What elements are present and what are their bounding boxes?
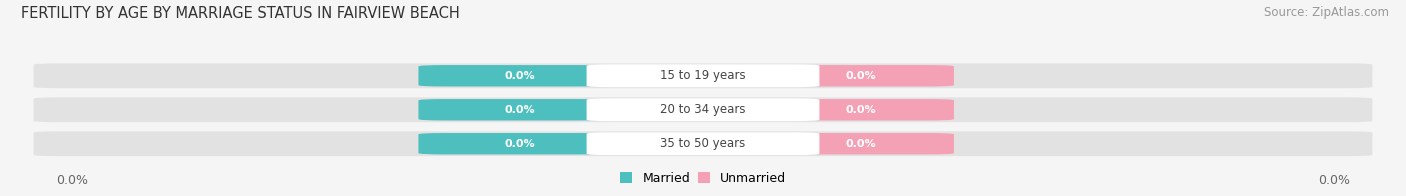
- Text: Source: ZipAtlas.com: Source: ZipAtlas.com: [1264, 6, 1389, 19]
- FancyBboxPatch shape: [419, 99, 605, 121]
- FancyBboxPatch shape: [586, 64, 820, 87]
- Text: 15 to 19 years: 15 to 19 years: [661, 69, 745, 82]
- FancyBboxPatch shape: [586, 132, 820, 155]
- Text: 0.0%: 0.0%: [505, 71, 536, 81]
- FancyBboxPatch shape: [768, 99, 953, 121]
- Text: 0.0%: 0.0%: [845, 105, 876, 115]
- Text: 0.0%: 0.0%: [845, 71, 876, 81]
- Text: 0.0%: 0.0%: [56, 174, 89, 187]
- FancyBboxPatch shape: [34, 63, 1372, 88]
- FancyBboxPatch shape: [419, 65, 605, 86]
- Text: 20 to 34 years: 20 to 34 years: [661, 103, 745, 116]
- Text: 0.0%: 0.0%: [1317, 174, 1350, 187]
- FancyBboxPatch shape: [768, 65, 953, 86]
- Text: 35 to 50 years: 35 to 50 years: [661, 137, 745, 150]
- Text: 0.0%: 0.0%: [845, 139, 876, 149]
- Text: FERTILITY BY AGE BY MARRIAGE STATUS IN FAIRVIEW BEACH: FERTILITY BY AGE BY MARRIAGE STATUS IN F…: [21, 6, 460, 21]
- FancyBboxPatch shape: [419, 133, 605, 154]
- FancyBboxPatch shape: [586, 98, 820, 121]
- FancyBboxPatch shape: [768, 133, 953, 154]
- Text: 0.0%: 0.0%: [505, 105, 536, 115]
- Text: 0.0%: 0.0%: [505, 139, 536, 149]
- FancyBboxPatch shape: [34, 131, 1372, 156]
- FancyBboxPatch shape: [34, 97, 1372, 122]
- Legend: Married, Unmarried: Married, Unmarried: [614, 167, 792, 190]
